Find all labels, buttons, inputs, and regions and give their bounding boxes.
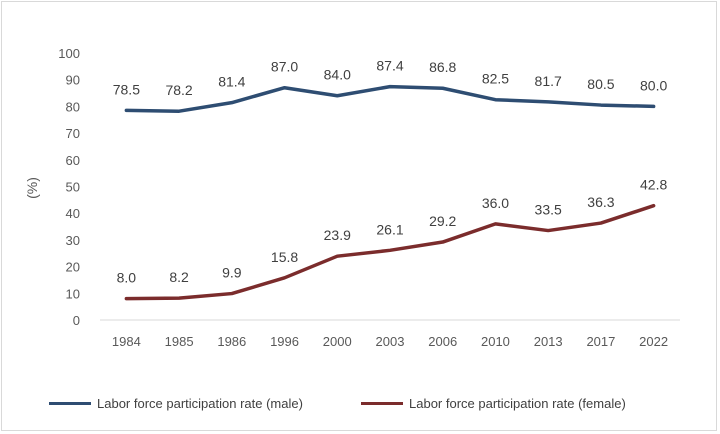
x-tick-label: 2006 <box>428 334 457 349</box>
x-tick-label: 1985 <box>165 334 194 349</box>
data-label: 42.8 <box>640 177 667 193</box>
data-label: 81.4 <box>218 74 245 90</box>
data-label: 29.2 <box>429 213 456 229</box>
data-label: 84.0 <box>324 67 351 83</box>
data-label: 26.1 <box>376 221 403 237</box>
legend-label-male: Labor force participation rate (male) <box>97 395 303 411</box>
data-labels: 78.5 78.2 81.4 87.0 84.0 87.4 86.8 82.5 81.7 80.5… <box>113 58 668 286</box>
x-tick-label: 2013 <box>534 334 563 349</box>
x-tick-label: 1996 <box>270 334 299 349</box>
legend-label-female: Labor force participation rate (female) <box>409 395 626 411</box>
x-tick-label: 2022 <box>639 334 668 349</box>
data-label: 33.5 <box>535 202 562 218</box>
data-label: 15.8 <box>271 249 298 265</box>
legend-swatch-female <box>361 401 403 405</box>
legend-item-female: Labor force participation rate (female) <box>361 393 626 413</box>
data-label: 87.0 <box>271 59 298 75</box>
data-label: 36.3 <box>587 194 614 210</box>
data-label: 8.2 <box>169 269 189 285</box>
x-tick-label: 2000 <box>323 334 352 349</box>
y-axis: 0 10 20 30 40 50 60 70 80 90 100 <box>58 46 80 328</box>
data-label: 86.8 <box>429 59 456 75</box>
data-label: 78.2 <box>165 82 192 98</box>
y-tick-label: 40 <box>66 206 80 221</box>
y-tick-label: 80 <box>66 99 80 114</box>
y-tick-label: 70 <box>66 126 80 141</box>
data-label: 36.0 <box>482 195 509 211</box>
data-label: 81.7 <box>535 73 562 89</box>
x-tick-label: 2010 <box>481 334 510 349</box>
data-label: 87.4 <box>376 58 403 74</box>
x-tick-label: 1986 <box>217 334 246 349</box>
data-label: 9.9 <box>222 265 242 281</box>
x-axis: 1984 1985 1986 1996 2000 2003 2006 2010 2013 2017… <box>100 319 680 349</box>
y-tick-label: 100 <box>58 46 80 61</box>
data-label: 78.5 <box>113 81 140 97</box>
data-label: 8.0 <box>117 270 137 286</box>
y-axis-label: (%) <box>24 177 40 199</box>
y-tick-label: 50 <box>66 180 80 195</box>
legend: Labor force participation rate (male) La… <box>0 393 720 413</box>
x-tick-label: 2003 <box>376 334 405 349</box>
data-label: 23.9 <box>324 227 351 243</box>
x-tick-label: 1984 <box>112 334 141 349</box>
y-tick-label: 60 <box>66 153 80 168</box>
legend-item-male: Labor force participation rate (male) <box>49 393 303 413</box>
x-tick-label: 2017 <box>586 334 615 349</box>
series-line-male <box>124 84 656 113</box>
y-tick-label: 90 <box>66 73 80 88</box>
y-tick-label: 10 <box>66 286 80 301</box>
series-line-female <box>124 203 656 301</box>
data-label: 80.0 <box>640 77 667 93</box>
data-label: 80.5 <box>587 76 614 92</box>
y-tick-label: 30 <box>66 233 80 248</box>
data-label: 82.5 <box>482 71 509 87</box>
y-tick-label: 0 <box>73 313 80 328</box>
series-lines <box>124 84 656 301</box>
legend-swatch-male <box>49 401 91 405</box>
y-tick-label: 20 <box>66 260 80 275</box>
